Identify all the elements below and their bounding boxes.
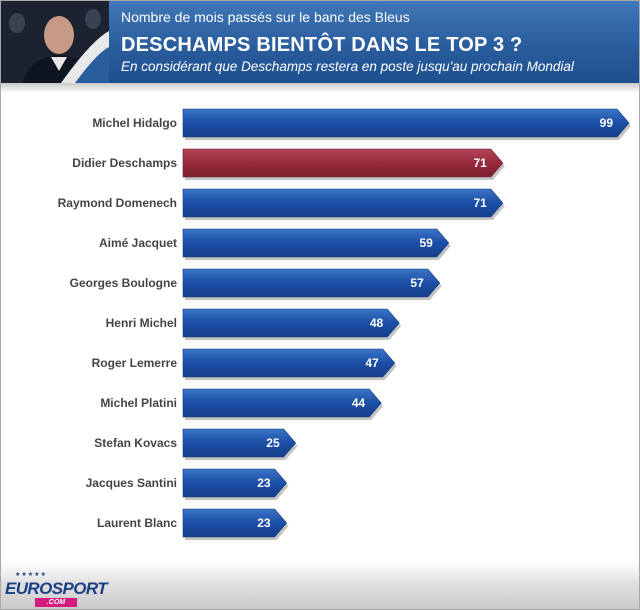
eurosport-logo: ★★★★★ EUROSPORT .COM xyxy=(5,571,108,607)
category-label: Stefan Kovacs xyxy=(94,436,177,450)
header-shadow xyxy=(1,83,639,93)
bar-chart: Michel Hidalgo 99 Didier Deschamps 71 Raymon… xyxy=(58,108,631,540)
bar xyxy=(182,348,396,378)
logo-domain: .COM xyxy=(35,598,77,607)
bar xyxy=(182,468,288,498)
bar-value-label: 47 xyxy=(365,356,379,370)
bar-value-label: 44 xyxy=(352,396,366,410)
bar xyxy=(182,308,400,338)
header-photo xyxy=(1,1,109,83)
bar xyxy=(182,188,504,218)
coach-photo-illustration xyxy=(1,1,109,83)
chart-note: En considérant que Deschamps restera en … xyxy=(121,59,574,74)
bar-value-label: 23 xyxy=(257,476,271,490)
header-banner: Nombre de mois passés sur le banc des Bl… xyxy=(1,1,639,83)
category-label: Laurent Blanc xyxy=(97,516,177,530)
bars-group: Michel Hidalgo 99 Didier Deschamps 71 Raymon… xyxy=(58,108,631,540)
bar-highlight xyxy=(182,148,504,178)
category-label: Jacques Santini xyxy=(86,476,177,490)
bar-value-label: 23 xyxy=(257,516,271,530)
category-label: Raymond Domenech xyxy=(58,196,177,210)
logo-stars-icon: ★★★★★ xyxy=(15,572,47,578)
bar xyxy=(182,388,382,418)
category-label: Didier Deschamps xyxy=(72,156,177,170)
category-label: Roger Lemerre xyxy=(92,356,178,370)
bar-value-label: 99 xyxy=(600,116,614,130)
category-label: Georges Boulogne xyxy=(70,276,178,290)
bar xyxy=(182,108,630,138)
category-label: Michel Platini xyxy=(100,396,177,410)
bar xyxy=(182,508,288,538)
footer-band xyxy=(1,561,639,609)
category-label: Aimé Jacquet xyxy=(99,236,177,250)
bar xyxy=(182,428,297,458)
bar-value-label: 25 xyxy=(266,436,280,450)
chart-subtitle: Nombre de mois passés sur le banc des Bl… xyxy=(121,9,410,25)
bar-value-label: 71 xyxy=(473,156,487,170)
category-label: Henri Michel xyxy=(106,316,177,330)
bar-value-label: 48 xyxy=(370,316,384,330)
category-label: Michel Hidalgo xyxy=(92,116,177,130)
chart-title: DESCHAMPS BIENTÔT DANS LE TOP 3 ? xyxy=(121,34,523,56)
logo-wordmark: EUROSPORT xyxy=(5,579,108,598)
bar xyxy=(182,268,441,298)
bar xyxy=(182,228,450,258)
bar-value-label: 59 xyxy=(419,236,433,250)
bar-value-label: 71 xyxy=(473,196,487,210)
bar-value-label: 57 xyxy=(410,276,424,290)
